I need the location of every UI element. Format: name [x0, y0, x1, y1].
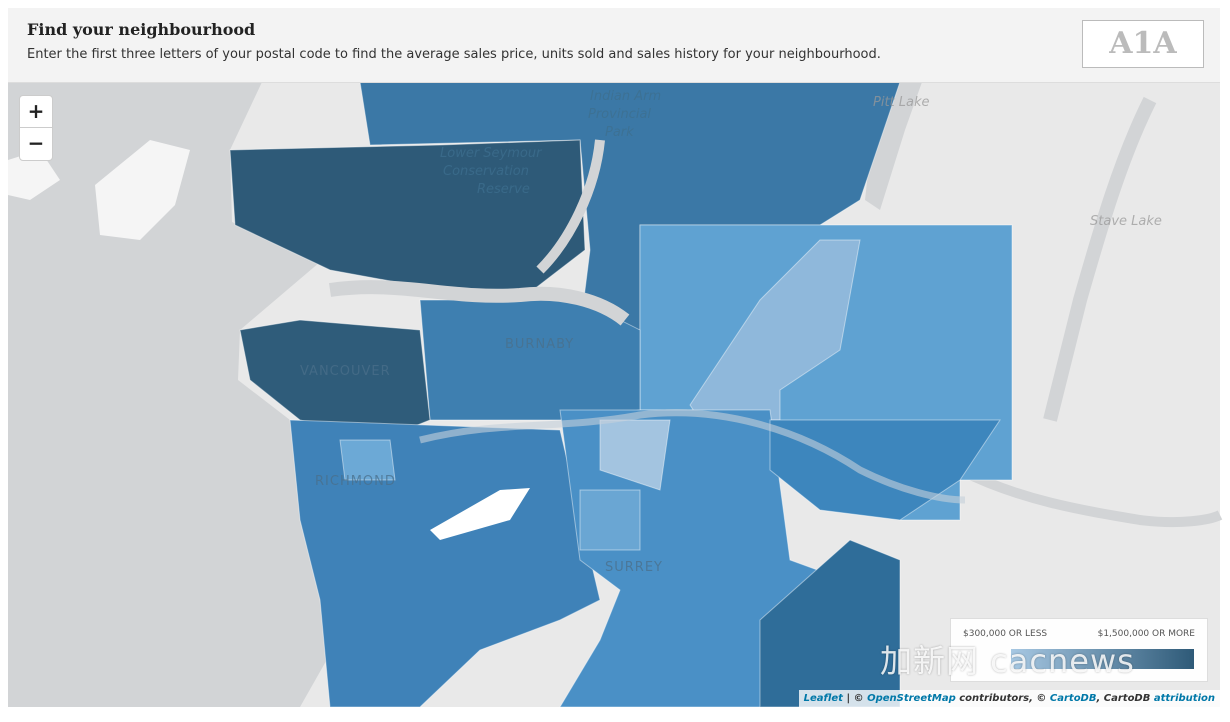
- cutout: [430, 488, 530, 540]
- header: Find your neighbourhood Enter the first …: [8, 8, 1220, 83]
- attribution-link[interactable]: attribution: [1153, 693, 1215, 704]
- inlet: [329, 280, 630, 326]
- map-label: Indian Arm Provincial Park: [588, 89, 661, 140]
- map-label: Stave Lake: [1090, 214, 1162, 229]
- subtitle: Enter the first three letters of your po…: [27, 47, 881, 62]
- lake: [1043, 96, 1157, 422]
- postal-code-input[interactable]: A1A: [1082, 20, 1204, 68]
- attribution-text: contributors, ©: [955, 693, 1050, 704]
- legend-gradient: [1011, 649, 1194, 669]
- attribution-link[interactable]: OpenStreetMap: [867, 693, 956, 704]
- map-label: VANCOUVER: [300, 364, 391, 379]
- zoom-controls: + −: [19, 95, 53, 161]
- inlet: [536, 139, 605, 274]
- attribution-link[interactable]: Leaflet: [803, 693, 843, 704]
- attribution-text: , CartoDB: [1096, 693, 1154, 704]
- island: [8, 150, 60, 200]
- zoom-out-button[interactable]: −: [27, 131, 45, 155]
- attribution-text: | ©: [842, 693, 868, 704]
- region: [419, 299, 641, 421]
- island: [95, 140, 190, 240]
- region: [339, 439, 396, 481]
- title: Find your neighbourhood: [27, 20, 256, 39]
- map-label: Lower Seymour Conservation Reserve: [440, 146, 543, 197]
- region: [769, 419, 1001, 521]
- map-label: RICHMOND: [315, 474, 396, 489]
- river: [957, 465, 1223, 528]
- river: [419, 409, 966, 504]
- legend: $300,000 OR LESS $1,500,000 OR MORE: [950, 618, 1208, 682]
- map-label: Pitt Lake: [873, 95, 930, 110]
- region: [759, 539, 901, 708]
- map-label: SURREY: [605, 560, 663, 575]
- regions: [229, 81, 1013, 708]
- attribution: Leaflet | © OpenStreetMap contributors, …: [798, 690, 1220, 707]
- zoom-in-button[interactable]: +: [20, 96, 52, 128]
- region: [599, 419, 671, 491]
- sea: [8, 82, 338, 707]
- attribution-link[interactable]: CartoDB: [1049, 693, 1097, 704]
- legend-min-label: $300,000 OR LESS: [963, 629, 1048, 639]
- region: [579, 489, 641, 551]
- watermark: 加新网 cacnews: [880, 642, 1135, 680]
- map-label: BURNABY: [505, 337, 574, 352]
- legend-max-label: $1,500,000 OR MORE: [1097, 629, 1195, 639]
